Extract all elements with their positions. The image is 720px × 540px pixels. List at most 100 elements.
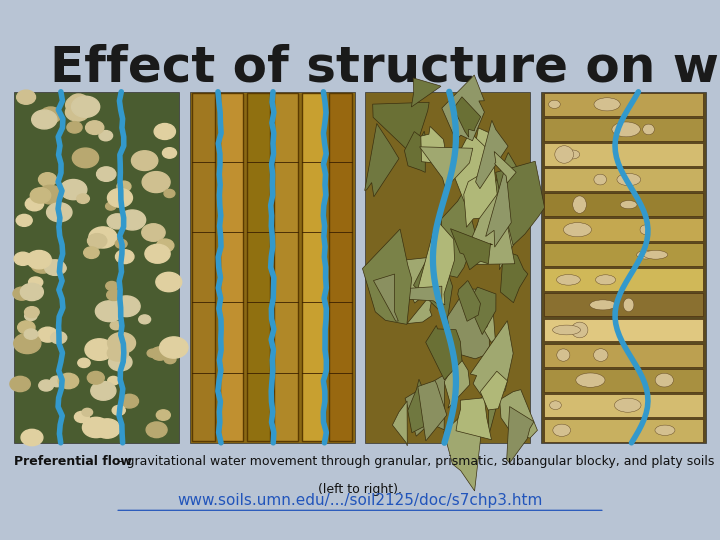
FancyBboxPatch shape [544, 343, 703, 367]
Circle shape [154, 124, 176, 139]
Ellipse shape [612, 122, 640, 137]
Polygon shape [464, 166, 502, 227]
Ellipse shape [576, 373, 605, 387]
Polygon shape [472, 128, 498, 170]
Polygon shape [454, 97, 481, 137]
Circle shape [115, 249, 134, 264]
Polygon shape [374, 274, 398, 321]
Circle shape [47, 202, 72, 222]
Circle shape [18, 321, 35, 334]
FancyBboxPatch shape [544, 168, 703, 191]
Circle shape [13, 287, 30, 300]
Polygon shape [426, 326, 462, 380]
Circle shape [20, 284, 43, 301]
Polygon shape [451, 229, 492, 269]
Circle shape [96, 167, 116, 181]
Ellipse shape [644, 251, 667, 259]
Circle shape [29, 277, 42, 288]
Text: Preferential flow: Preferential flow [14, 455, 132, 468]
Ellipse shape [557, 274, 580, 285]
Circle shape [119, 210, 145, 230]
Circle shape [45, 260, 66, 275]
Polygon shape [495, 161, 544, 245]
Polygon shape [476, 120, 508, 188]
Circle shape [117, 181, 131, 192]
Ellipse shape [590, 300, 616, 310]
Circle shape [112, 296, 140, 316]
Ellipse shape [614, 398, 641, 412]
FancyBboxPatch shape [220, 93, 243, 441]
Ellipse shape [643, 124, 654, 134]
Circle shape [14, 252, 32, 265]
Circle shape [108, 376, 119, 385]
Circle shape [14, 333, 41, 354]
Polygon shape [500, 253, 528, 303]
Polygon shape [451, 132, 492, 215]
Circle shape [151, 347, 168, 360]
Circle shape [84, 247, 99, 259]
Circle shape [112, 406, 125, 415]
Ellipse shape [553, 424, 571, 436]
Circle shape [146, 422, 167, 437]
Circle shape [60, 179, 87, 200]
Polygon shape [470, 321, 513, 395]
Polygon shape [444, 394, 486, 491]
Polygon shape [469, 190, 515, 265]
Circle shape [39, 380, 53, 391]
Polygon shape [403, 257, 434, 303]
Ellipse shape [595, 275, 616, 285]
Polygon shape [418, 220, 454, 305]
Circle shape [106, 281, 117, 291]
Ellipse shape [636, 251, 654, 259]
Circle shape [32, 110, 57, 129]
Circle shape [24, 307, 39, 318]
Circle shape [156, 410, 171, 420]
Circle shape [106, 202, 116, 210]
Ellipse shape [565, 150, 580, 159]
Polygon shape [407, 292, 433, 323]
Polygon shape [408, 379, 436, 433]
FancyBboxPatch shape [302, 93, 325, 441]
Polygon shape [498, 209, 530, 269]
Circle shape [21, 429, 43, 445]
Text: Effect of structure on water flow: Effect of structure on water flow [50, 43, 720, 91]
Circle shape [156, 239, 174, 252]
Circle shape [107, 333, 135, 354]
Circle shape [94, 419, 120, 438]
Circle shape [69, 94, 88, 108]
Circle shape [78, 358, 90, 368]
Circle shape [87, 372, 104, 384]
Polygon shape [405, 286, 442, 308]
Circle shape [110, 321, 122, 330]
Circle shape [27, 251, 51, 269]
Circle shape [160, 337, 188, 358]
Circle shape [37, 185, 63, 204]
Circle shape [40, 107, 61, 123]
Text: (left to right).: (left to right). [318, 483, 402, 496]
Circle shape [107, 214, 127, 229]
Polygon shape [458, 281, 480, 321]
Ellipse shape [552, 325, 580, 335]
Polygon shape [442, 75, 485, 141]
FancyBboxPatch shape [329, 93, 353, 441]
Circle shape [139, 315, 150, 324]
Polygon shape [365, 124, 399, 197]
Ellipse shape [555, 146, 574, 163]
Circle shape [66, 103, 89, 121]
Polygon shape [447, 289, 490, 359]
Polygon shape [469, 287, 496, 335]
FancyBboxPatch shape [544, 369, 703, 392]
Polygon shape [500, 390, 537, 442]
Circle shape [107, 345, 128, 361]
FancyBboxPatch shape [544, 319, 703, 341]
Circle shape [37, 327, 58, 342]
Polygon shape [373, 102, 429, 156]
Circle shape [83, 417, 109, 437]
Ellipse shape [572, 322, 588, 338]
Polygon shape [456, 398, 492, 440]
FancyBboxPatch shape [544, 244, 703, 266]
Ellipse shape [593, 349, 608, 361]
Polygon shape [485, 166, 511, 247]
Polygon shape [507, 407, 534, 463]
Polygon shape [488, 354, 510, 438]
